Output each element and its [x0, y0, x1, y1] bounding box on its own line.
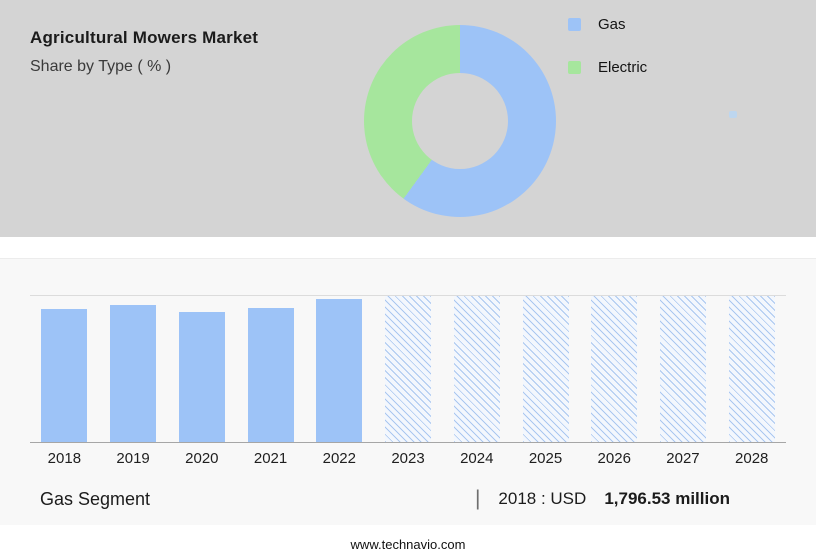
segment-label: Gas Segment: [40, 488, 151, 509]
bar-slot-2024: [442, 296, 511, 442]
x-tick-2020: 2020: [185, 450, 219, 467]
separator: |: [474, 487, 481, 510]
gas-swatch-icon: [568, 18, 581, 31]
bar-slot-2026: [580, 296, 649, 442]
forecast-bar-2024: [453, 296, 500, 442]
accent-dot: [729, 111, 737, 118]
x-tick-2027: 2027: [666, 450, 700, 467]
x-tick-2026: 2026: [597, 450, 631, 467]
x-tick-2018: 2018: [47, 450, 82, 467]
x-tick-2025: 2025: [528, 450, 563, 467]
bar-slot-2023: [374, 296, 443, 442]
bar-slot-2020: [167, 296, 236, 442]
bar-slot-2022: [305, 296, 374, 442]
historical-bar-2021: [247, 307, 294, 442]
bar-slot-2021: [236, 296, 305, 442]
bar-slot-2028: [717, 296, 786, 442]
x-tick-2024: 2024: [460, 450, 494, 467]
stat-prefix: 2018 : USD: [498, 489, 587, 508]
forecast-bar-2026: [591, 296, 638, 442]
bar-slot-2025: [511, 296, 580, 442]
forecast-bar-2023: [385, 296, 432, 442]
forecast-bar-2027: [659, 296, 706, 442]
historical-bar-2022: [316, 298, 363, 442]
page-title: Agricultural Mowers Market: [30, 28, 259, 47]
stat-value: 1,796.53 million: [604, 489, 730, 508]
donut-chart: [364, 25, 556, 217]
legend-item-electric: Electric: [568, 59, 647, 76]
chart-subtitle: Share by Type ( % ): [30, 58, 172, 75]
historical-bar-2018: [41, 309, 88, 442]
website-link[interactable]: www.technavio.com: [350, 537, 466, 552]
bar-chart-card: 2018 2019 2020 2021 2022 2023 2024 2025 2026 2027…: [0, 258, 816, 525]
chart-footer: Gas Segment | 2018 : USD 1,796.53 millio…: [0, 487, 816, 511]
historical-bar-2019: [110, 304, 157, 442]
bar-slot-2019: [99, 296, 168, 442]
electric-swatch-icon: [568, 61, 581, 74]
summary-panel: Agricultural Mowers Market Share by Type…: [0, 0, 816, 237]
historical-bar-2020: [178, 312, 225, 442]
bar-plot-area: [30, 295, 786, 443]
x-tick-2022: 2022: [322, 450, 356, 467]
x-tick-2023: 2023: [391, 450, 425, 467]
bar-slot-2018: [30, 296, 99, 442]
bar-slot-2027: [649, 296, 718, 442]
x-tick-2019: 2019: [116, 450, 150, 467]
x-axis-labels: 2018 2019 2020 2021 2022 2023 2024 2025 2026 2027…: [30, 450, 786, 467]
legend-label-electric: Electric: [598, 59, 648, 76]
x-tick-2028: 2028: [735, 450, 769, 467]
header-block: Agricultural Mowers Market Share by Type…: [30, 28, 258, 76]
bar-chart-panel: 2018 2019 2020 2021 2022 2023 2024 2025 2026 2027…: [0, 258, 816, 552]
legend-item-gas: Gas: [568, 16, 647, 33]
donut-hole: [412, 73, 508, 169]
x-tick-2021: 2021: [253, 450, 288, 467]
stat-annotation: | 2018 : USD 1,796.53 million: [475, 487, 730, 511]
forecast-bar-2025: [522, 296, 569, 442]
forecast-bar-2028: [728, 296, 775, 442]
legend-label-gas: Gas: [598, 16, 626, 33]
chart-legend: Gas Electric: [568, 16, 647, 76]
